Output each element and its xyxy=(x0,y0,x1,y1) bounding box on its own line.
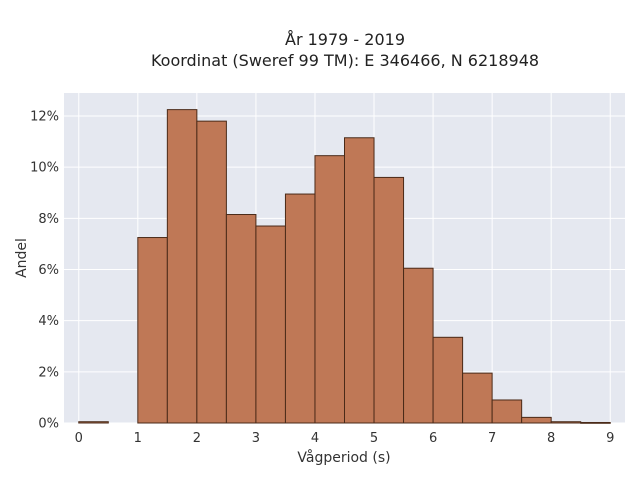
y-tick-label: 12% xyxy=(30,110,59,125)
histogram-bar xyxy=(137,237,168,424)
histogram-bar xyxy=(314,155,346,424)
y-tick-label: 0% xyxy=(38,417,59,432)
y-axis-label: Andel xyxy=(14,238,30,278)
histogram-bar xyxy=(284,193,316,424)
chart-title-line1: År 1979 - 2019 xyxy=(285,30,405,49)
x-tick-label: 8 xyxy=(547,431,555,446)
histogram-bar xyxy=(432,336,464,424)
x-tick-labels: 0 1 2 3 4 5 6 7 8 9 xyxy=(75,431,615,446)
histogram-bar xyxy=(550,421,582,424)
x-tick-label: 5 xyxy=(370,431,378,446)
histogram-bar xyxy=(521,416,552,424)
y-tick-label: 6% xyxy=(38,263,59,278)
histogram-bar xyxy=(580,421,611,424)
x-axis-label: Vågperiod (s) xyxy=(297,449,390,466)
histogram-bar xyxy=(462,372,493,424)
histogram-bar xyxy=(491,399,523,424)
x-tick-label: 9 xyxy=(606,431,614,446)
x-tick-label: 4 xyxy=(311,431,319,446)
x-tick-label: 3 xyxy=(252,431,260,446)
histogram-bar xyxy=(78,421,109,424)
x-tick-label: 0 xyxy=(75,431,83,446)
y-tick-label: 4% xyxy=(38,314,59,329)
histogram-bar xyxy=(373,176,405,424)
histogram-bar xyxy=(196,120,227,424)
histogram-bar xyxy=(344,137,375,424)
y-tick-label: 8% xyxy=(38,212,59,227)
x-tick-label: 2 xyxy=(193,431,201,446)
x-tick-label: 6 xyxy=(429,431,437,446)
chart-title-line2: Koordinat (Sweref 99 TM): E 346466, N 62… xyxy=(151,51,539,70)
y-tick-labels: 0% 2% 4% 6% 8% 10% 12% xyxy=(30,110,59,432)
y-tick-label: 2% xyxy=(38,365,59,380)
histogram-bar xyxy=(225,214,257,424)
bars xyxy=(78,109,611,424)
x-tick-label: 1 xyxy=(134,431,142,446)
histogram-bar xyxy=(166,109,198,424)
y-tick-label: 10% xyxy=(30,161,59,176)
histogram-bar xyxy=(403,267,434,424)
x-tick-label: 7 xyxy=(488,431,496,446)
histogram-bar xyxy=(255,225,286,424)
